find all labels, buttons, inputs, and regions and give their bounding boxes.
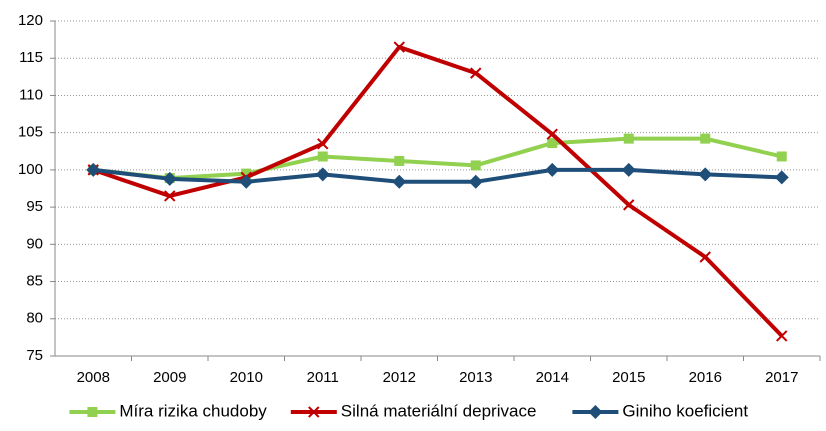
x-tick-label: 2009 — [153, 369, 186, 386]
y-tick-label: 120 — [18, 12, 43, 29]
marker — [700, 133, 711, 144]
marker — [239, 174, 254, 189]
marker — [547, 138, 558, 149]
x-tick-label: 2015 — [612, 369, 645, 386]
series-line — [93, 136, 783, 181]
x-tick-label: 2010 — [230, 369, 263, 386]
legend-label: Giniho koeficient — [622, 401, 748, 420]
marker — [308, 406, 320, 418]
marker — [162, 171, 177, 186]
series-line — [92, 45, 784, 338]
x-tick-label: 2017 — [765, 369, 798, 386]
y-tick-label: 105 — [18, 124, 43, 141]
series-line — [93, 167, 782, 184]
y-tick-label: 85 — [26, 273, 43, 290]
y-tick-label: 110 — [19, 86, 43, 103]
marker — [621, 162, 636, 177]
x-tick-label: 2013 — [459, 369, 492, 386]
legend-label: Míra rizika chudoby — [119, 401, 267, 420]
marker — [315, 167, 330, 182]
marker — [470, 160, 481, 171]
legend-label: Silná materiální deprivace — [341, 401, 537, 420]
marker — [164, 190, 176, 202]
marker — [87, 407, 98, 417]
marker — [546, 128, 558, 140]
x-tick-label: 2014 — [536, 369, 569, 386]
x-tick-label: 2012 — [383, 369, 416, 386]
marker — [317, 138, 329, 150]
marker — [468, 174, 483, 189]
marker — [623, 199, 635, 211]
marker — [241, 168, 252, 179]
y-tick-label: 90 — [26, 235, 43, 252]
y-tick-label: 80 — [26, 310, 43, 327]
y-tick-label: 100 — [18, 161, 43, 178]
marker — [699, 251, 711, 263]
marker — [86, 162, 101, 177]
x-tick-label: 2011 — [307, 369, 339, 386]
marker — [317, 151, 328, 162]
marker — [392, 174, 407, 189]
marker — [470, 67, 482, 79]
y-tick-label: 115 — [19, 49, 43, 66]
marker — [394, 155, 405, 166]
y-tick-label: 95 — [26, 198, 43, 215]
marker — [588, 405, 603, 419]
marker — [393, 41, 405, 53]
marker — [623, 133, 634, 144]
x-tick-label: 2008 — [77, 369, 110, 386]
y-tick-label: 75 — [26, 347, 43, 364]
marker — [774, 170, 789, 185]
marker — [698, 167, 713, 182]
marker — [776, 151, 787, 162]
x-tick-label: 2016 — [689, 369, 722, 386]
marker — [545, 162, 560, 177]
marker — [776, 330, 788, 342]
